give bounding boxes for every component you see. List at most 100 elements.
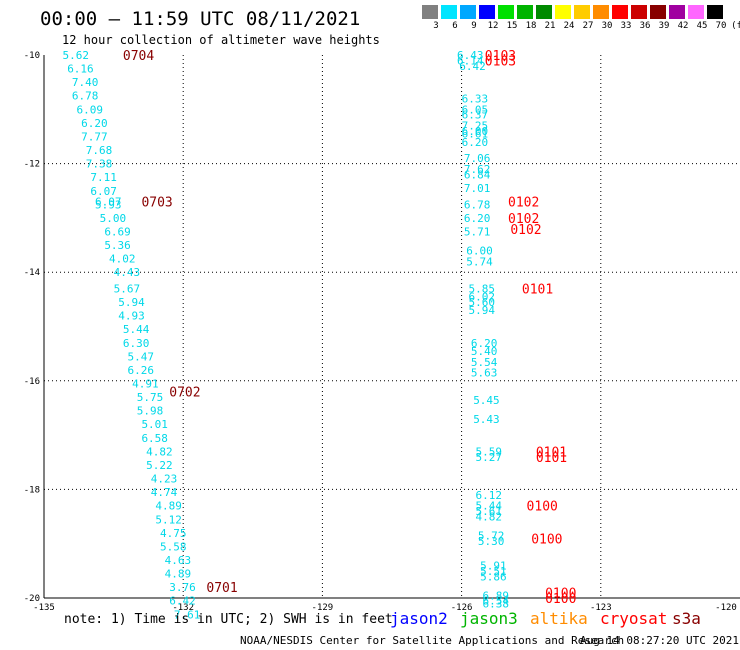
wave-height-label: 6.02 <box>469 291 496 304</box>
wave-height-label: 5.30 <box>478 535 505 548</box>
legend-label: 12 <box>487 21 499 31</box>
wave-height-label: 6.20 <box>462 136 489 149</box>
legend-swatch <box>669 5 686 19</box>
satellite-jason2-label: jason2 <box>390 609 448 628</box>
footer-note: note: 1) Time is in UTC; 2) SWH is in fe… <box>64 612 393 627</box>
legend-swatch <box>688 5 705 19</box>
wave-height-label: 4.02 <box>109 253 135 266</box>
wave-height-label: 4.91 <box>132 378 159 391</box>
wave-height-label: 5.61 <box>476 505 503 518</box>
wave-height-label: 6.43 <box>457 49 484 62</box>
wave-height-label: 6.89 <box>482 589 509 602</box>
wave-height-label: 6.33 <box>462 92 489 105</box>
wave-height-label: 7.68 <box>86 144 113 157</box>
legend-swatch <box>498 5 515 19</box>
latitude-tick-label: -20 <box>24 594 40 604</box>
pass-time-label: 0101 <box>536 445 567 460</box>
wave-height-label: 6.20 <box>81 117 108 130</box>
legend-swatch <box>574 5 591 19</box>
legend-label: 21 <box>544 21 556 31</box>
wave-height-label: 6.20 <box>471 337 498 350</box>
wave-height-label: 7.62 <box>464 163 491 176</box>
legend-label: 24 <box>563 21 575 31</box>
wave-height-label: 6.00 <box>466 244 493 257</box>
wave-height-label: 5.67 <box>114 282 141 295</box>
pass-time-label: 0102 <box>510 223 541 238</box>
wave-height-label: 6.09 <box>76 103 103 116</box>
legend-label: 18 <box>525 21 537 31</box>
pass-time-label: 0101 <box>522 282 553 297</box>
wave-height-label: 7.25 <box>462 120 489 133</box>
legend-label: 39 <box>658 21 670 31</box>
wave-height-label: 6.26 <box>128 364 154 377</box>
legend-swatch <box>650 5 667 19</box>
legend-label: 45 <box>696 21 708 31</box>
wave-height-label: 7.38 <box>86 158 113 171</box>
pass-time-label: 0101 <box>536 451 567 466</box>
latitude-tick-label: -14 <box>24 268 40 278</box>
wave-height-label: 5.59 <box>476 445 503 458</box>
pass-time-label: 0701 <box>206 581 237 596</box>
wave-height-label: 6.07 <box>90 185 117 198</box>
wave-height-label: 6.42 <box>459 60 486 73</box>
wave-height-label: 7.77 <box>81 130 108 143</box>
wave-height-label: 4.23 <box>151 473 178 486</box>
wave-height-label: 4.93 <box>118 310 144 323</box>
wave-height-label: 6.30 <box>123 337 150 350</box>
wave-height-label: 5.74 <box>466 255 493 268</box>
wave-height-label: 5.93 <box>95 198 122 211</box>
page-subtitle: 12 hour collection of altimeter wave hei… <box>62 33 380 47</box>
wave-height-label: 6.16 <box>67 63 94 76</box>
wave-height-label: 5.91 <box>480 559 507 572</box>
legend-label: 3 <box>433 21 439 31</box>
longitude-tick-label: -129 <box>312 603 334 613</box>
wave-height-label: 5.62 <box>63 49 89 62</box>
credit-text: NOAA/NESDIS Center for Satellite Applica… <box>240 634 625 647</box>
wave-height-label: 6.54 <box>482 595 509 608</box>
wave-height-label: 6.37 <box>462 109 489 122</box>
wave-height-label: 7.01 <box>464 182 491 195</box>
wave-height-label: 5.27 <box>476 451 503 464</box>
legend-label: 30 <box>601 21 613 31</box>
wave-height-label: 6.05 <box>462 103 489 116</box>
wave-height-label: 4.74 <box>151 486 178 499</box>
legend-label: 6 <box>452 21 458 31</box>
wave-height-label: 6.84 <box>464 168 491 181</box>
latitude-tick-label: -16 <box>24 377 40 387</box>
wave-height-label: 4.82 <box>146 445 173 458</box>
satellite-altika-label: altika <box>530 609 588 628</box>
wave-height-label: 5.60 <box>469 296 496 309</box>
wave-height-label: 6.14 <box>457 54 484 67</box>
legend-label: 70 <box>715 21 727 31</box>
legend-swatch <box>536 5 553 19</box>
wave-height-label: 5.58 <box>160 540 187 553</box>
wave-height-label: 5.94 <box>118 296 145 309</box>
generation-timestamp: Aug 14 08:27:20 UTC 2021 <box>580 634 739 647</box>
legend-swatch <box>479 5 496 19</box>
pass-time-label: 0102 <box>508 196 539 211</box>
latitude-tick-label: -18 <box>24 485 40 495</box>
wave-height-label: 4.75 <box>160 527 187 540</box>
legend-label: 27 <box>582 21 594 31</box>
legend-label: 9 <box>471 21 477 31</box>
wave-height-label: 6.61 <box>462 128 489 141</box>
legend-swatch <box>612 5 629 19</box>
latitude-tick-label: -10 <box>24 51 40 61</box>
pass-time-label: 0102 <box>508 212 539 227</box>
pass-time-label: 0100 <box>545 592 576 607</box>
pass-time-label: 0103 <box>485 49 516 64</box>
wave-height-label: 5.47 <box>128 350 154 363</box>
legend-swatch <box>517 5 534 19</box>
longitude-tick-label: -126 <box>451 603 473 613</box>
legend-label: 33 <box>620 21 632 31</box>
wave-height-label: 5.63 <box>471 367 498 380</box>
wave-height-label: 6.20 <box>464 212 491 225</box>
longitude-tick-label: -123 <box>590 603 612 613</box>
wave-height-label: 5.51 <box>480 565 507 578</box>
wave-height-label: 6.38 <box>482 597 509 610</box>
wave-height-label: 5.54 <box>471 356 498 369</box>
wave-height-label: 5.00 <box>100 212 127 225</box>
wave-height-label: 5.45 <box>473 394 500 407</box>
legend-label: 36 <box>639 21 651 31</box>
wave-height-label: 5.85 <box>469 282 496 295</box>
